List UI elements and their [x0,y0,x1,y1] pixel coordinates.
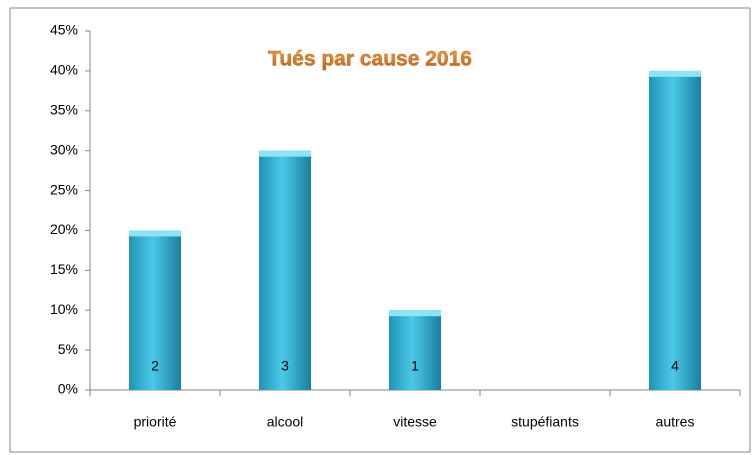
data-label: 3 [281,358,289,374]
y-tick-label: 45% [50,22,78,38]
y-tick-label: 15% [50,261,78,277]
bar-cap [259,150,311,157]
y-tick-label: 0% [58,381,78,397]
y-tick-label: 10% [50,301,78,317]
chart-border [9,7,751,453]
bar-cap [649,70,701,77]
y-tick-label: 30% [50,141,78,157]
bar-cap [389,310,441,317]
y-tick-label: 25% [50,181,78,197]
data-label: 4 [671,358,679,374]
bar [129,230,181,390]
x-tick-label: autres [656,414,695,430]
y-tick-label: 5% [58,341,78,357]
bar [389,310,441,390]
bar [259,150,311,390]
y-tick-label: 20% [50,221,78,237]
x-tick-label: alcool [267,414,304,430]
bar-cap [129,230,181,237]
x-tick-label: stupéfiants [511,414,579,430]
data-label: 2 [151,358,159,374]
x-tick-label: vitesse [393,414,437,430]
bar [649,70,701,390]
chart-title: Tués par cause 2016 [268,48,472,71]
data-label: 1 [411,358,419,374]
y-tick-label: 40% [50,62,78,78]
y-tick-label: 35% [50,101,78,117]
x-tick-label: priorité [134,414,177,430]
